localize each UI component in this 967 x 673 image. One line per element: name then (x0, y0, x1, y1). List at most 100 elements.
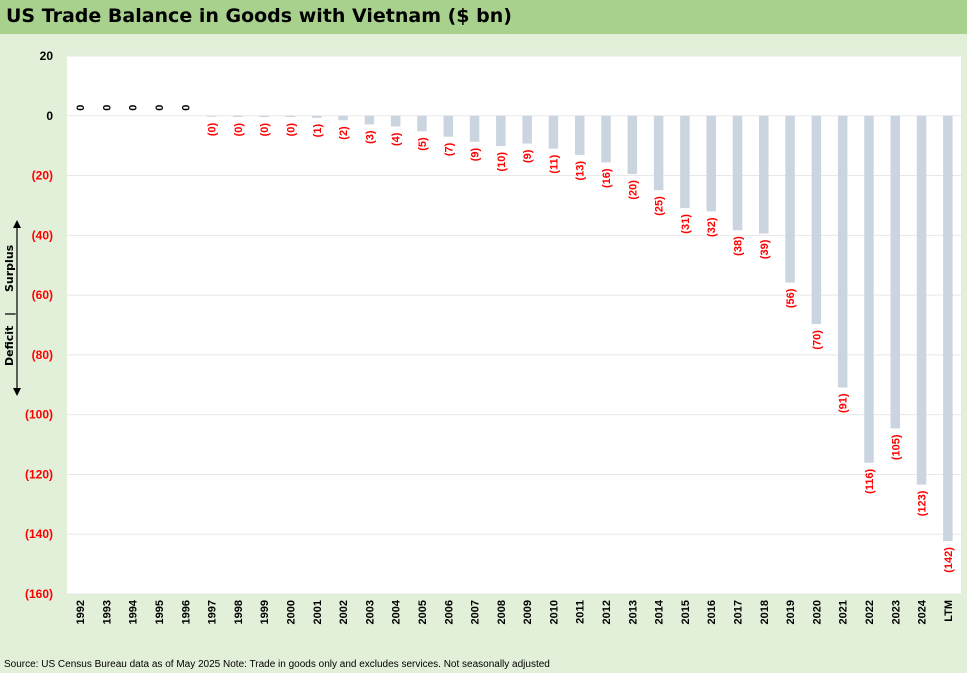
x-tick-label: 2024 (917, 599, 929, 624)
data-label: (0) (207, 122, 219, 136)
bar (785, 115, 795, 283)
y-tick-label: (20) (32, 169, 53, 183)
x-tick-label: 2000 (286, 600, 298, 624)
data-label: (1) (312, 124, 324, 138)
bar (680, 115, 690, 209)
x-tick-label: 2019 (785, 600, 797, 624)
x-tick-label: 2001 (312, 600, 324, 624)
bar (417, 115, 427, 132)
bar (943, 115, 953, 542)
data-label: (3) (364, 130, 376, 144)
y-tick-label: 20 (40, 49, 54, 63)
x-tick-label: 2012 (601, 600, 613, 624)
bar (890, 115, 901, 429)
data-label: (116) (864, 468, 876, 493)
x-tick-label: 2021 (838, 600, 850, 624)
title-bar: US Trade Balance in Goods with Vietnam (… (0, 0, 967, 34)
data-label: 0 (101, 105, 113, 111)
y-tick-label: (120) (25, 467, 53, 481)
surplus-label: Surplus (3, 244, 16, 292)
data-label: (13) (575, 161, 587, 181)
data-label: (20) (627, 180, 639, 200)
bar (443, 115, 454, 137)
x-tick-label: 1993 (101, 600, 113, 624)
x-tick-label: 2008 (496, 600, 508, 624)
data-label: (91) (838, 393, 850, 413)
bar (864, 115, 874, 463)
bar (548, 115, 559, 149)
data-label: (25) (654, 196, 666, 216)
y-tick-label: (160) (25, 587, 53, 601)
data-label: (0) (259, 123, 271, 137)
bar (601, 115, 611, 163)
x-tick-label: 1994 (128, 599, 140, 624)
data-label: (9) (470, 147, 482, 161)
data-label: (39) (759, 239, 771, 259)
x-tick-label: 2010 (548, 600, 560, 624)
bar (732, 115, 743, 231)
bar (364, 115, 375, 125)
data-label: (9) (522, 149, 534, 163)
bar (837, 115, 848, 388)
x-tick-label: 2002 (338, 600, 350, 624)
x-tick-label: 2016 (706, 600, 718, 624)
x-tick-label: 2017 (733, 600, 745, 624)
x-tick-label: 2003 (364, 600, 376, 624)
data-label: (0) (286, 123, 298, 137)
bar (312, 115, 322, 118)
bar (233, 115, 243, 117)
data-label: (31) (680, 214, 692, 234)
bar (390, 115, 401, 127)
x-tick-label: 2013 (627, 600, 639, 624)
x-tick-label: 2005 (417, 600, 429, 624)
bar (469, 115, 480, 142)
y-tick-label: (100) (25, 408, 53, 422)
bar (706, 115, 716, 212)
x-tick-label: 2004 (391, 599, 403, 624)
data-label: (70) (811, 330, 823, 350)
y-tick-label: 0 (46, 109, 53, 123)
x-tick-label: 1998 (233, 600, 245, 624)
chart-title: US Trade Balance in Goods with Vietnam (… (6, 5, 512, 27)
bar (285, 115, 296, 117)
x-tick-label: 2022 (864, 600, 876, 624)
bar (627, 115, 638, 175)
bar (653, 115, 664, 191)
x-tick-label: 1996 (180, 600, 192, 624)
x-tick-label: 2006 (443, 600, 455, 624)
bar (759, 115, 769, 234)
bar (496, 115, 506, 146)
x-tick-label: 2023 (890, 600, 902, 624)
divider-label: | (3, 311, 16, 316)
data-label: (142) (943, 547, 955, 573)
x-tick-label: 2020 (811, 600, 823, 624)
bar (522, 115, 532, 144)
source-note: Source: US Census Bureau data as of May … (4, 659, 550, 670)
data-label: 0 (128, 105, 140, 111)
data-label: (38) (733, 236, 745, 256)
bar (811, 115, 822, 325)
bar (574, 115, 585, 155)
x-tick-label: 2018 (759, 600, 771, 624)
data-label: (4) (391, 132, 403, 146)
x-tick-label: 2015 (680, 600, 692, 624)
data-label: (11) (548, 154, 560, 173)
x-tick-label: 2011 (575, 600, 587, 624)
x-tick-label: 1997 (207, 600, 219, 624)
deficit-label: Deficit (3, 325, 16, 366)
data-label: 0 (180, 105, 192, 111)
bar (206, 115, 217, 117)
data-label: (16) (601, 168, 613, 188)
data-label: (7) (443, 142, 455, 156)
bar (916, 115, 927, 485)
data-label: (123) (917, 490, 929, 516)
data-label: 0 (75, 105, 87, 111)
data-label: (10) (496, 152, 508, 172)
surplus-deficit-indicator: Surplus | Deficit (3, 220, 23, 396)
x-tick-label: 2014 (654, 599, 666, 624)
data-label: (56) (785, 288, 797, 308)
x-tick-label: LTM (943, 600, 955, 622)
x-tick-label: 1992 (75, 600, 87, 624)
bar (259, 115, 269, 117)
